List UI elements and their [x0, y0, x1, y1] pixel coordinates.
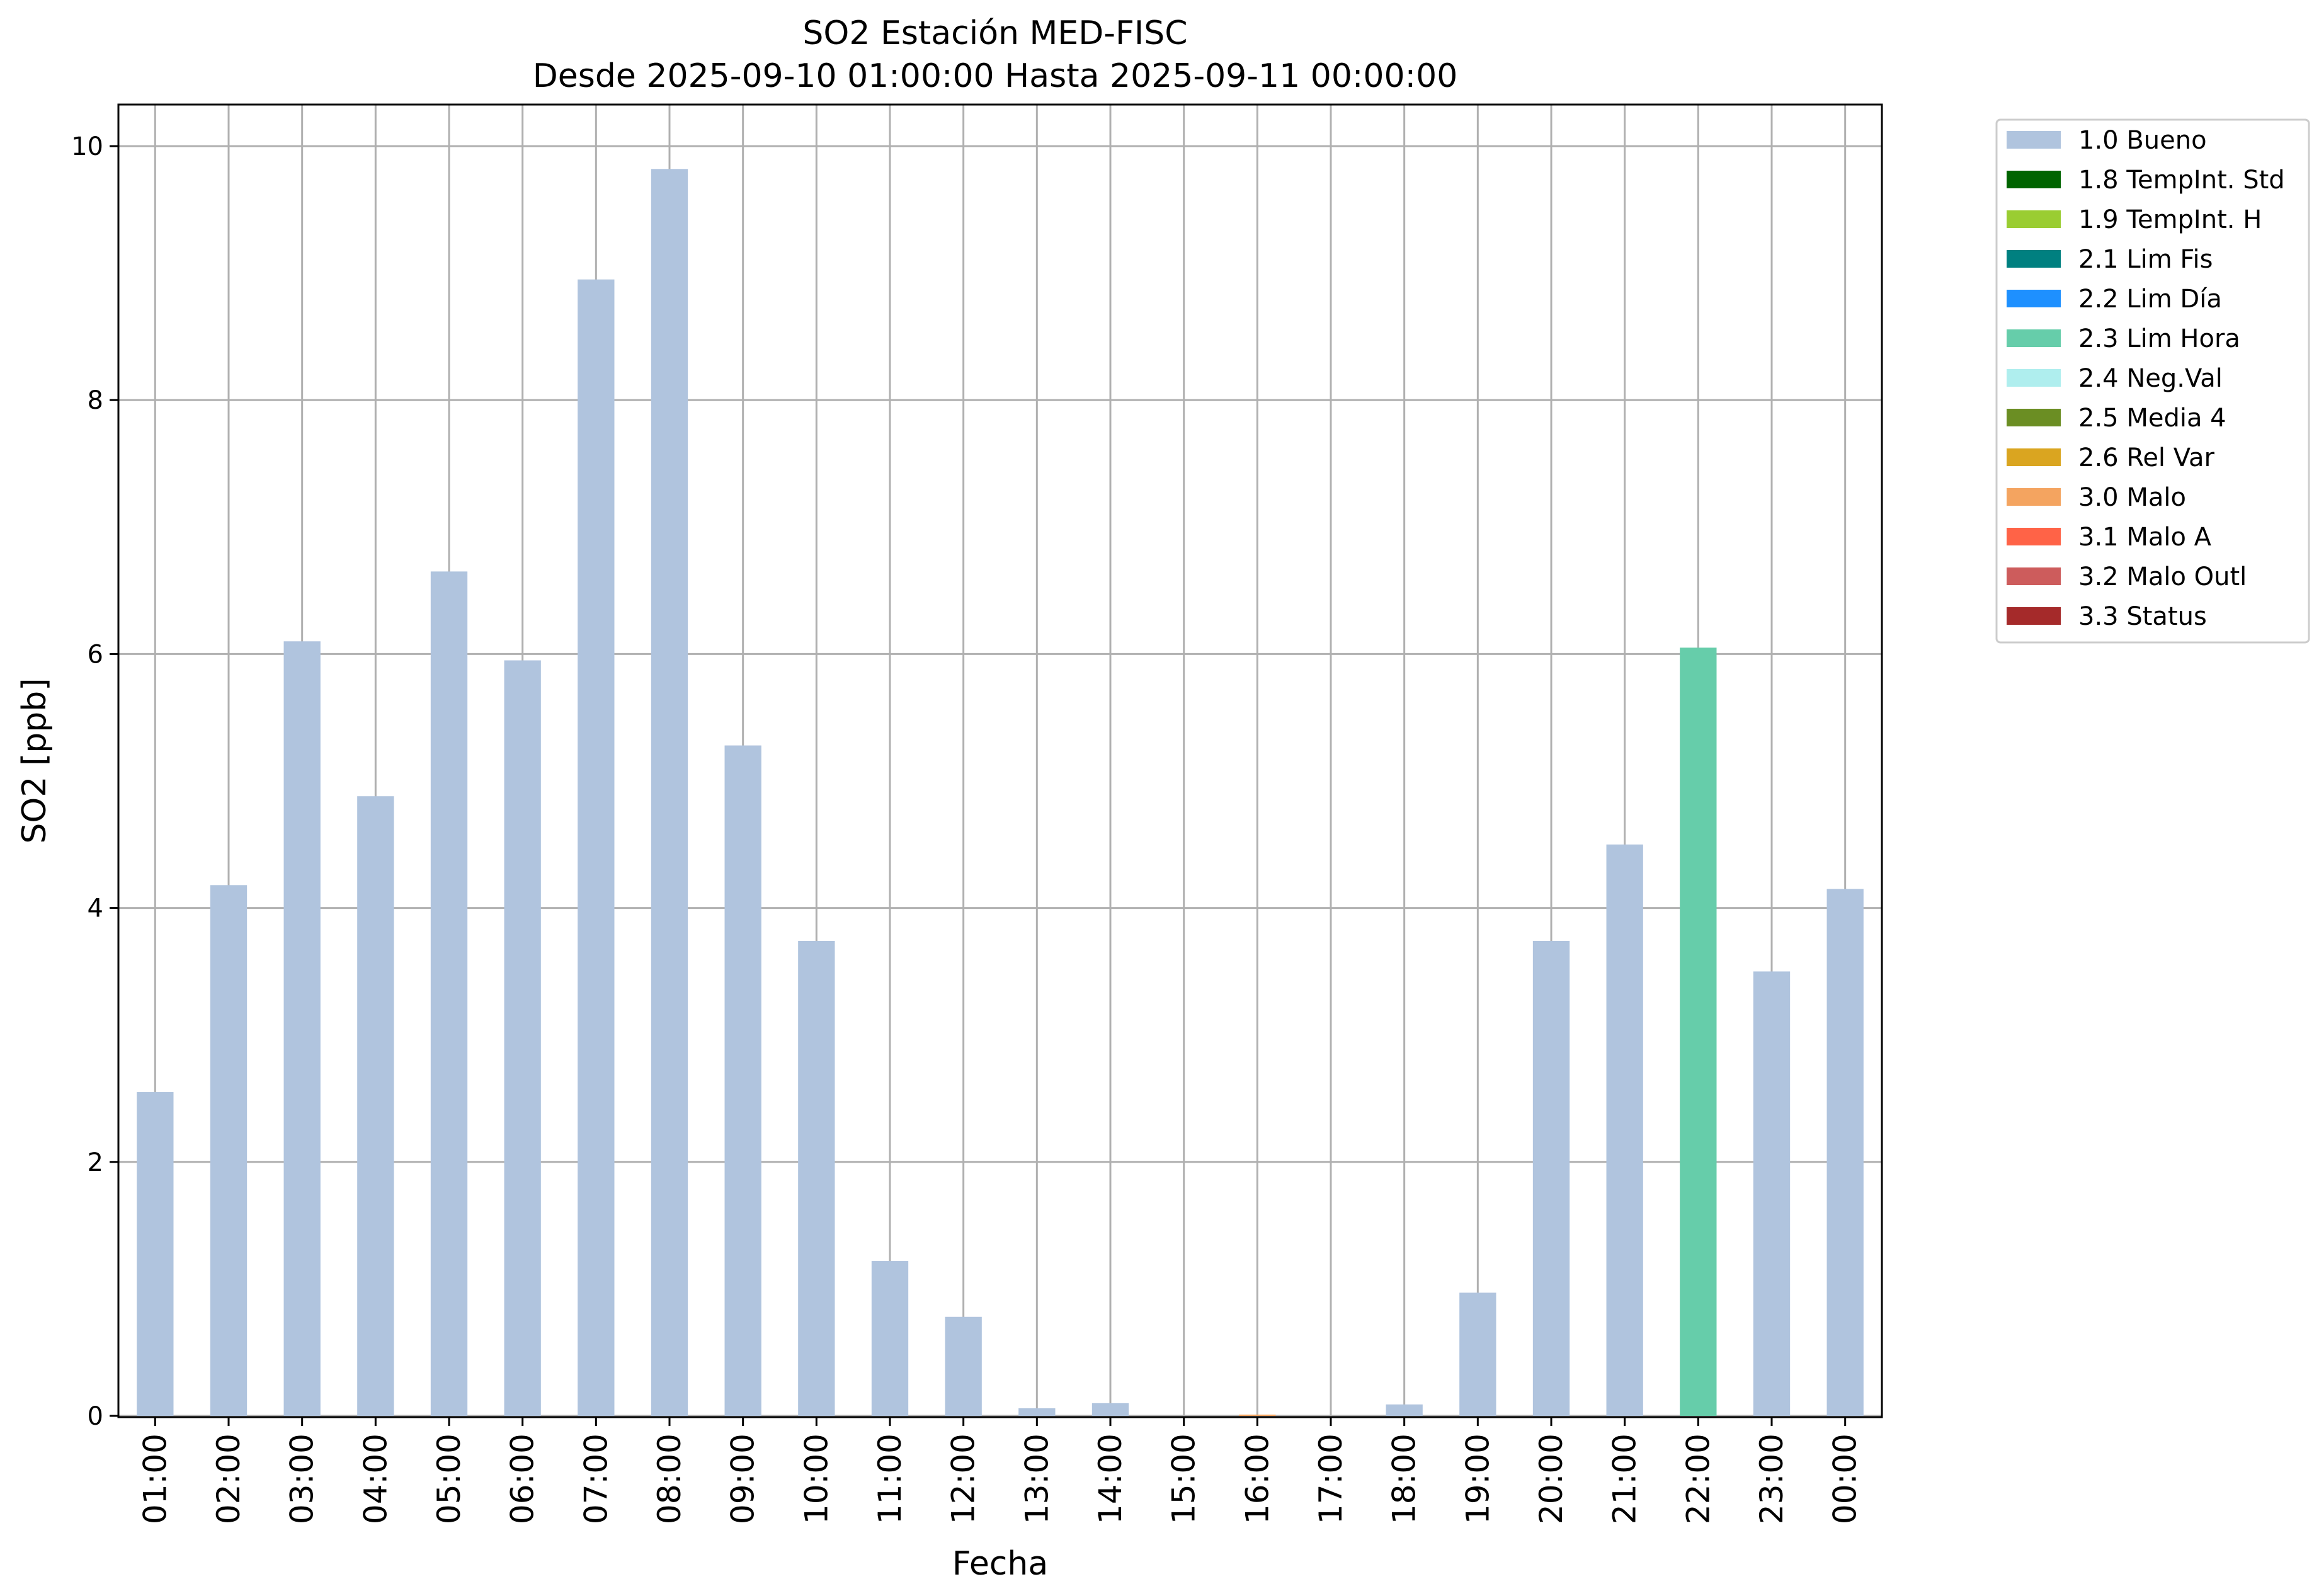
legend-label: 1.8 TempInt. Std [2078, 166, 2285, 195]
legend-label: 3.2 Malo Outl [2078, 562, 2247, 591]
legend-swatch [2007, 488, 2061, 506]
y-axis-ticks: 0 2 4 6 8 10 [71, 132, 118, 1431]
legend-label: 2.6 Rel Var [2078, 443, 2215, 472]
chart-title: SO2 Estación MED-FISC [802, 14, 1187, 52]
x-tick-label: 08:00 [651, 1434, 688, 1524]
y-tick-label: 8 [88, 386, 103, 415]
bar-01:00 [137, 1092, 174, 1416]
y-tick-label: 10 [71, 132, 103, 161]
bar-04:00 [357, 796, 394, 1416]
bar-20:00 [1532, 941, 1570, 1416]
x-tick-label: 22:00 [1680, 1434, 1716, 1524]
legend: 1.0 Bueno 1.8 TempInt. Std 1.9 TempInt. H 2… [1995, 118, 2310, 644]
x-tick-label: 18:00 [1386, 1434, 1423, 1524]
legend-label: 2.2 Lim Día [2078, 285, 2222, 314]
bar-10:00 [798, 941, 835, 1416]
bar-08:00 [651, 169, 688, 1416]
chart-subtitle: Desde 2025-09-10 01:00:00 Hasta 2025-09-… [533, 57, 1458, 95]
legend-swatch [2007, 250, 2061, 268]
x-tick-label: 11:00 [872, 1434, 908, 1524]
x-tick-label: 19:00 [1459, 1434, 1496, 1524]
bar-19:00 [1459, 1292, 1496, 1416]
bar-14:00 [1091, 1403, 1129, 1416]
x-axis-ticks: 01:00 02:00 03:00 04:00 05:00 06:00 07:00 08:00… [137, 1417, 1864, 1524]
legend-swatch [2007, 409, 2061, 426]
bar-11:00 [871, 1261, 909, 1416]
legend-box [1995, 118, 2310, 644]
bar-23:00 [1753, 971, 1791, 1416]
x-tick-label: 05:00 [431, 1434, 467, 1524]
legend-swatch [2007, 210, 2061, 228]
x-tick-label: 21:00 [1607, 1434, 1643, 1524]
bar-21:00 [1606, 844, 1643, 1416]
y-tick-label: 2 [88, 1148, 103, 1177]
bar-07:00 [578, 279, 615, 1416]
legend-swatch [2007, 329, 2061, 347]
legend-label: 1.9 TempInt. H [2078, 205, 2262, 234]
legend-label: 2.5 Media 4 [2078, 404, 2226, 433]
legend-swatch [2007, 607, 2061, 625]
bar-00:00 [1826, 889, 1864, 1416]
bar-03:00 [283, 641, 321, 1416]
x-axis-label: Fecha [952, 1545, 1048, 1583]
legend-swatch [2007, 528, 2061, 545]
x-tick-label: 23:00 [1753, 1434, 1790, 1524]
x-tick-label: 04:00 [357, 1434, 394, 1524]
bar-05:00 [430, 571, 468, 1416]
bar-09:00 [724, 745, 761, 1416]
legend-swatch [2007, 448, 2061, 466]
y-tick-label: 6 [88, 640, 103, 669]
bar-22:00 [1680, 647, 1717, 1416]
bar-02:00 [210, 885, 248, 1416]
legend-label: 1.0 Bueno [2078, 126, 2207, 155]
legend-label: 3.1 Malo A [2078, 523, 2212, 552]
legend-label: 2.3 Lim Hora [2078, 324, 2240, 353]
legend-swatch [2007, 290, 2061, 307]
legend-swatch [2007, 567, 2061, 585]
bar-12:00 [945, 1316, 982, 1416]
x-tick-label: 15:00 [1166, 1434, 1202, 1524]
x-tick-label: 16:00 [1239, 1434, 1275, 1524]
legend-label: 3.0 Malo [2078, 483, 2186, 512]
y-axis-label: SO2 [ppb] [16, 678, 54, 843]
x-tick-label: 20:00 [1533, 1434, 1570, 1524]
x-tick-label: 17:00 [1313, 1434, 1349, 1524]
bar-06:00 [504, 660, 541, 1416]
legend-swatch [2007, 131, 2061, 149]
legend-label: 2.1 Lim Fis [2078, 245, 2213, 274]
legend-swatch [2007, 369, 2061, 387]
x-tick-label: 00:00 [1827, 1434, 1864, 1524]
legend-label: 3.3 Status [2078, 602, 2207, 631]
bars [137, 169, 1864, 1416]
x-tick-label: 06:00 [504, 1434, 541, 1524]
bar-18:00 [1386, 1404, 1423, 1416]
legend-label: 2.4 Neg.Val [2078, 364, 2223, 393]
x-tick-label: 09:00 [725, 1434, 761, 1524]
x-tick-label: 07:00 [578, 1434, 614, 1524]
plot-frame [117, 103, 1883, 1418]
y-tick-label: 4 [88, 894, 103, 923]
x-tick-label: 01:00 [137, 1434, 173, 1524]
x-tick-label: 03:00 [284, 1434, 321, 1524]
x-tick-label: 12:00 [945, 1434, 982, 1524]
bar-13:00 [1018, 1408, 1056, 1416]
y-tick-label: 0 [88, 1402, 103, 1431]
x-tick-label: 13:00 [1018, 1434, 1055, 1524]
x-tick-label: 10:00 [798, 1434, 835, 1524]
x-tick-label: 14:00 [1092, 1434, 1129, 1524]
bar-16:00 [1239, 1414, 1276, 1416]
legend-swatch [2007, 171, 2061, 188]
x-tick-label: 02:00 [210, 1434, 247, 1524]
